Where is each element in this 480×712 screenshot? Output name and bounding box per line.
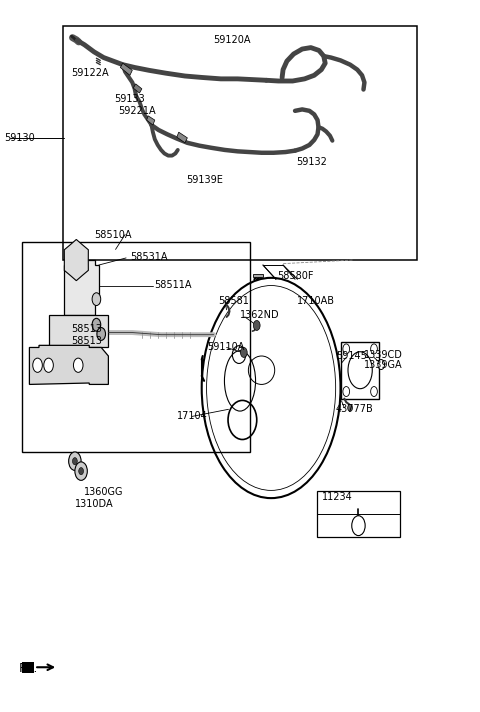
Circle shape xyxy=(75,462,87,481)
Circle shape xyxy=(73,358,83,372)
Text: 1362ND: 1362ND xyxy=(240,310,280,320)
Polygon shape xyxy=(22,661,34,673)
Circle shape xyxy=(92,318,101,331)
Text: 59221A: 59221A xyxy=(118,106,156,116)
Circle shape xyxy=(352,515,365,535)
Polygon shape xyxy=(147,116,155,125)
Text: 59130: 59130 xyxy=(4,133,35,143)
Text: 58510A: 58510A xyxy=(94,230,132,240)
Circle shape xyxy=(371,387,377,397)
Text: 59132: 59132 xyxy=(297,157,327,167)
Text: 59133: 59133 xyxy=(115,94,145,104)
Polygon shape xyxy=(48,315,108,347)
Text: 59139E: 59139E xyxy=(186,174,223,185)
Circle shape xyxy=(33,358,42,372)
Circle shape xyxy=(371,344,377,354)
Text: 58513: 58513 xyxy=(72,324,102,334)
Text: 59122A: 59122A xyxy=(72,68,109,78)
Text: 58581: 58581 xyxy=(218,295,249,305)
Circle shape xyxy=(79,468,84,475)
Text: 58513: 58513 xyxy=(72,336,102,346)
Circle shape xyxy=(253,320,260,330)
Circle shape xyxy=(72,458,77,465)
Text: 58511A: 58511A xyxy=(154,280,192,290)
Circle shape xyxy=(44,358,53,372)
Circle shape xyxy=(97,328,106,340)
Text: 58531A: 58531A xyxy=(130,251,168,261)
Polygon shape xyxy=(29,345,108,384)
Text: 58580F: 58580F xyxy=(277,271,314,281)
Text: 11234: 11234 xyxy=(323,492,353,502)
Text: 1710AB: 1710AB xyxy=(297,295,335,305)
Circle shape xyxy=(69,452,81,471)
Polygon shape xyxy=(253,274,263,277)
Circle shape xyxy=(343,344,349,354)
Text: 59110A: 59110A xyxy=(207,342,245,352)
Text: 1360GG: 1360GG xyxy=(84,488,124,498)
Polygon shape xyxy=(133,84,142,93)
Text: 17104: 17104 xyxy=(177,412,207,422)
Text: 1310DA: 1310DA xyxy=(75,499,113,509)
Text: 59120A: 59120A xyxy=(214,35,251,45)
Circle shape xyxy=(378,360,384,370)
Circle shape xyxy=(343,387,349,397)
Circle shape xyxy=(92,293,101,305)
Polygon shape xyxy=(177,132,187,143)
Polygon shape xyxy=(64,239,88,281)
Polygon shape xyxy=(120,63,132,75)
Circle shape xyxy=(348,404,352,412)
Text: 43777B: 43777B xyxy=(336,404,373,414)
Text: 59145: 59145 xyxy=(336,351,367,361)
Text: 1339CD: 1339CD xyxy=(364,350,403,360)
Text: 1339GA: 1339GA xyxy=(364,360,403,370)
Circle shape xyxy=(240,347,247,357)
Polygon shape xyxy=(64,260,99,315)
Text: FR.: FR. xyxy=(19,662,38,675)
